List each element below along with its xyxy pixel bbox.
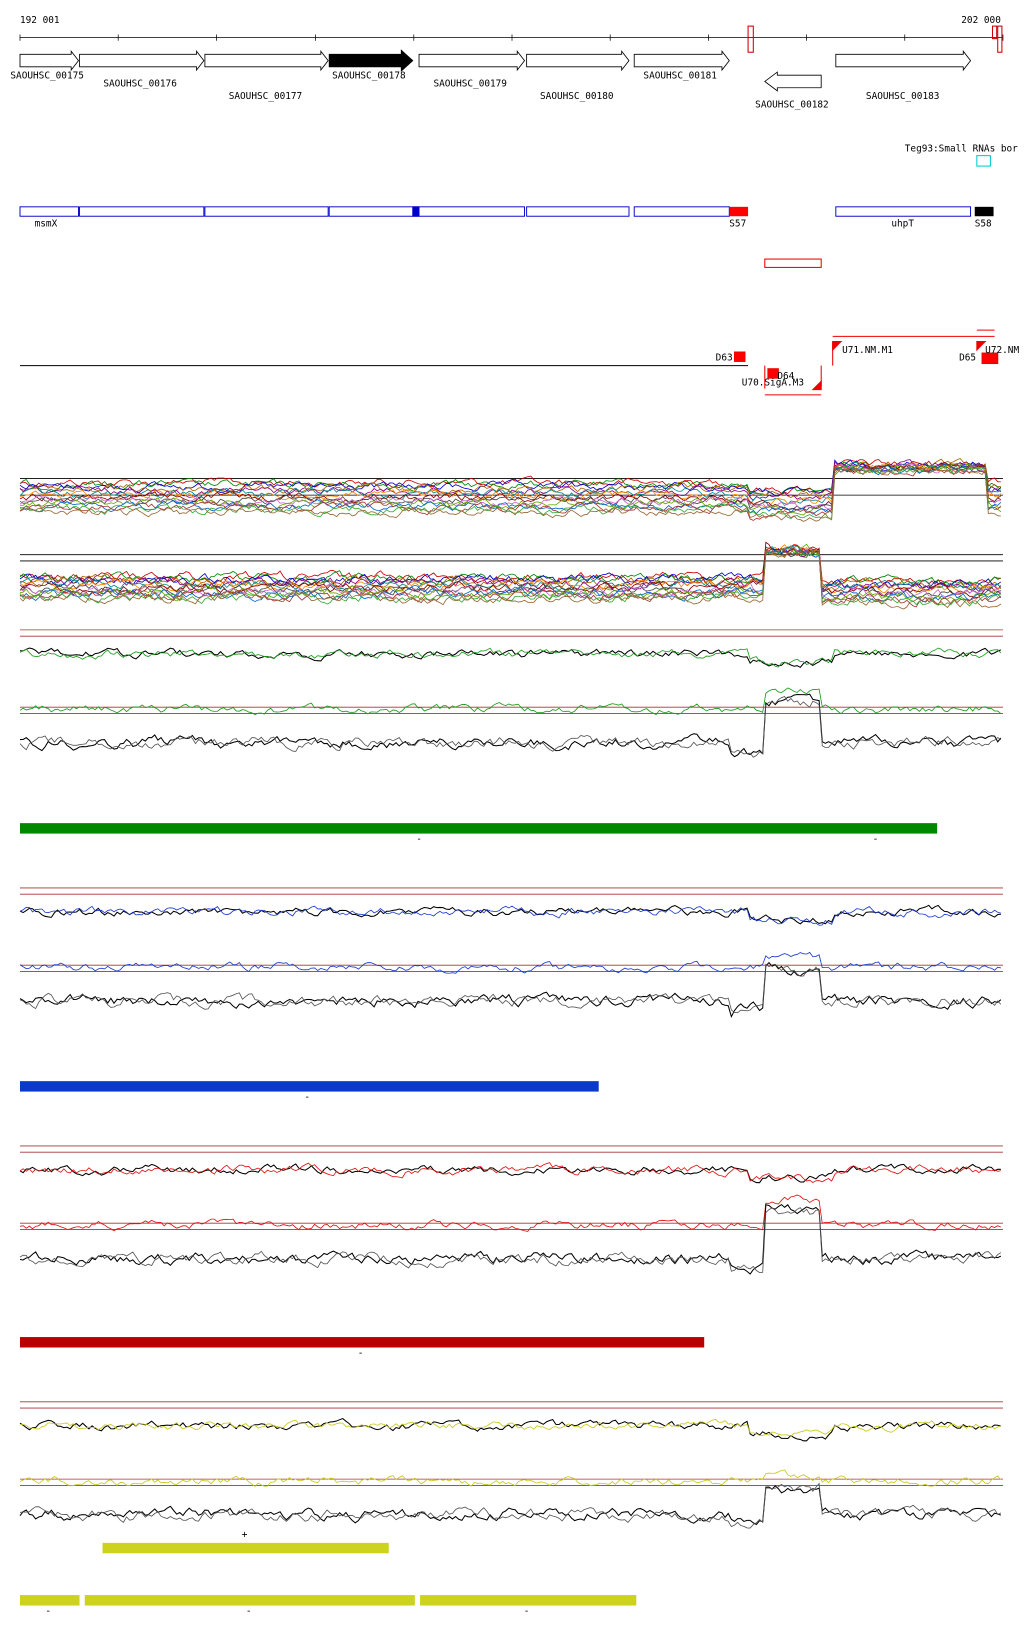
expression-line	[19, 464, 1001, 522]
expression-line	[19, 545, 1002, 603]
segment-bar	[420, 1595, 637, 1606]
regulation-marks	[733, 329, 999, 396]
ruler-start: 192 001	[20, 15, 60, 26]
gene-label: SAOUHSC_00180	[540, 91, 614, 102]
strand-mark: -	[45, 1606, 51, 1617]
expression-line	[19, 647, 1002, 669]
expression-line	[19, 464, 1002, 511]
expression-line	[19, 693, 1002, 758]
expression-line	[19, 687, 1002, 716]
gene-label: SAOUHSC_00183	[866, 91, 940, 102]
expression-line	[19, 1207, 1002, 1274]
segment-bar	[84, 1595, 415, 1606]
strand-mark: -	[246, 1606, 252, 1617]
segment-bar	[102, 1542, 389, 1554]
expression-line	[19, 1162, 1001, 1183]
strand-mark: -	[358, 1348, 364, 1359]
expression-line	[19, 961, 1002, 1018]
expression-line	[19, 547, 1001, 607]
feature-label: S57	[729, 219, 746, 230]
expression-line	[19, 543, 1001, 602]
strand-mark: -	[304, 1092, 310, 1103]
expression-line	[19, 951, 1001, 974]
gene-arrows	[19, 49, 972, 92]
regulation-label: D63	[716, 352, 733, 363]
expression-line	[19, 963, 1002, 1014]
expression-line	[19, 1418, 1001, 1437]
ruler-markers	[747, 25, 1003, 53]
expression-line	[19, 463, 1001, 511]
expression-line	[19, 647, 1002, 668]
expression-line	[19, 549, 1002, 600]
feature-label: msmX	[35, 219, 58, 230]
expression-line	[19, 463, 1002, 521]
expression-line	[19, 464, 1002, 515]
track-note: Teg93:Small RNAs bor	[905, 143, 1018, 154]
expression-line	[19, 547, 1002, 608]
srna-s58	[974, 206, 994, 217]
expression-line	[19, 1485, 1002, 1526]
expression-line	[19, 1194, 1002, 1232]
expression-line	[19, 461, 1002, 497]
regulation-label: U70.SigA.M3	[742, 377, 804, 388]
expression-line	[19, 547, 1002, 591]
regulation-label: D65	[959, 352, 976, 363]
segment-bar	[20, 1595, 80, 1606]
expression-line	[19, 905, 1001, 926]
gene-label: SAOUHSC_00178	[332, 70, 406, 81]
gene-label: SAOUHSC_00181	[643, 70, 717, 81]
expression-line	[19, 544, 1001, 586]
gene-label: SAOUHSC_00179	[433, 79, 507, 90]
strand-mark: -	[524, 1606, 530, 1617]
expression-line	[19, 463, 1001, 516]
expression-line	[19, 696, 1002, 758]
regulation-label: U71.NM.M1	[842, 345, 893, 356]
gene-label: SAOUHSC_00176	[103, 79, 177, 90]
strand-mark: -	[416, 834, 422, 845]
strand-mark: +	[242, 1530, 248, 1541]
gene-label: SAOUHSC_00182	[755, 100, 829, 111]
expression-line	[19, 1203, 1002, 1275]
expression-line	[19, 547, 1002, 610]
strand-mark: -	[873, 834, 879, 845]
expression-line	[19, 544, 1001, 596]
gene-label: SAOUHSC_00175	[10, 70, 84, 81]
expression-line	[19, 1482, 1002, 1529]
regulation-label: D64	[777, 371, 794, 382]
feature-label: S58	[975, 219, 992, 230]
srna-s57	[729, 206, 749, 217]
ruler-end: 202 000	[961, 15, 1001, 26]
expression-line	[19, 904, 1001, 925]
segment-bar	[20, 1337, 705, 1348]
antisense-box	[764, 258, 822, 268]
feature-label: uhpT	[891, 219, 914, 230]
segment-bar	[20, 1081, 599, 1092]
gene-label: SAOUHSC_00177	[229, 91, 303, 102]
segment-bar	[20, 823, 938, 834]
expression-tracks	[19, 457, 1003, 1529]
ruler-ticks	[19, 34, 1004, 41]
regulation-label: U72.NM	[985, 345, 1019, 356]
expression-line	[19, 1469, 1002, 1488]
expression-line	[19, 1163, 1001, 1184]
expression-line	[19, 541, 1002, 599]
operon-row	[19, 206, 972, 217]
expression-line	[19, 1417, 1002, 1442]
srna-box	[976, 155, 991, 167]
